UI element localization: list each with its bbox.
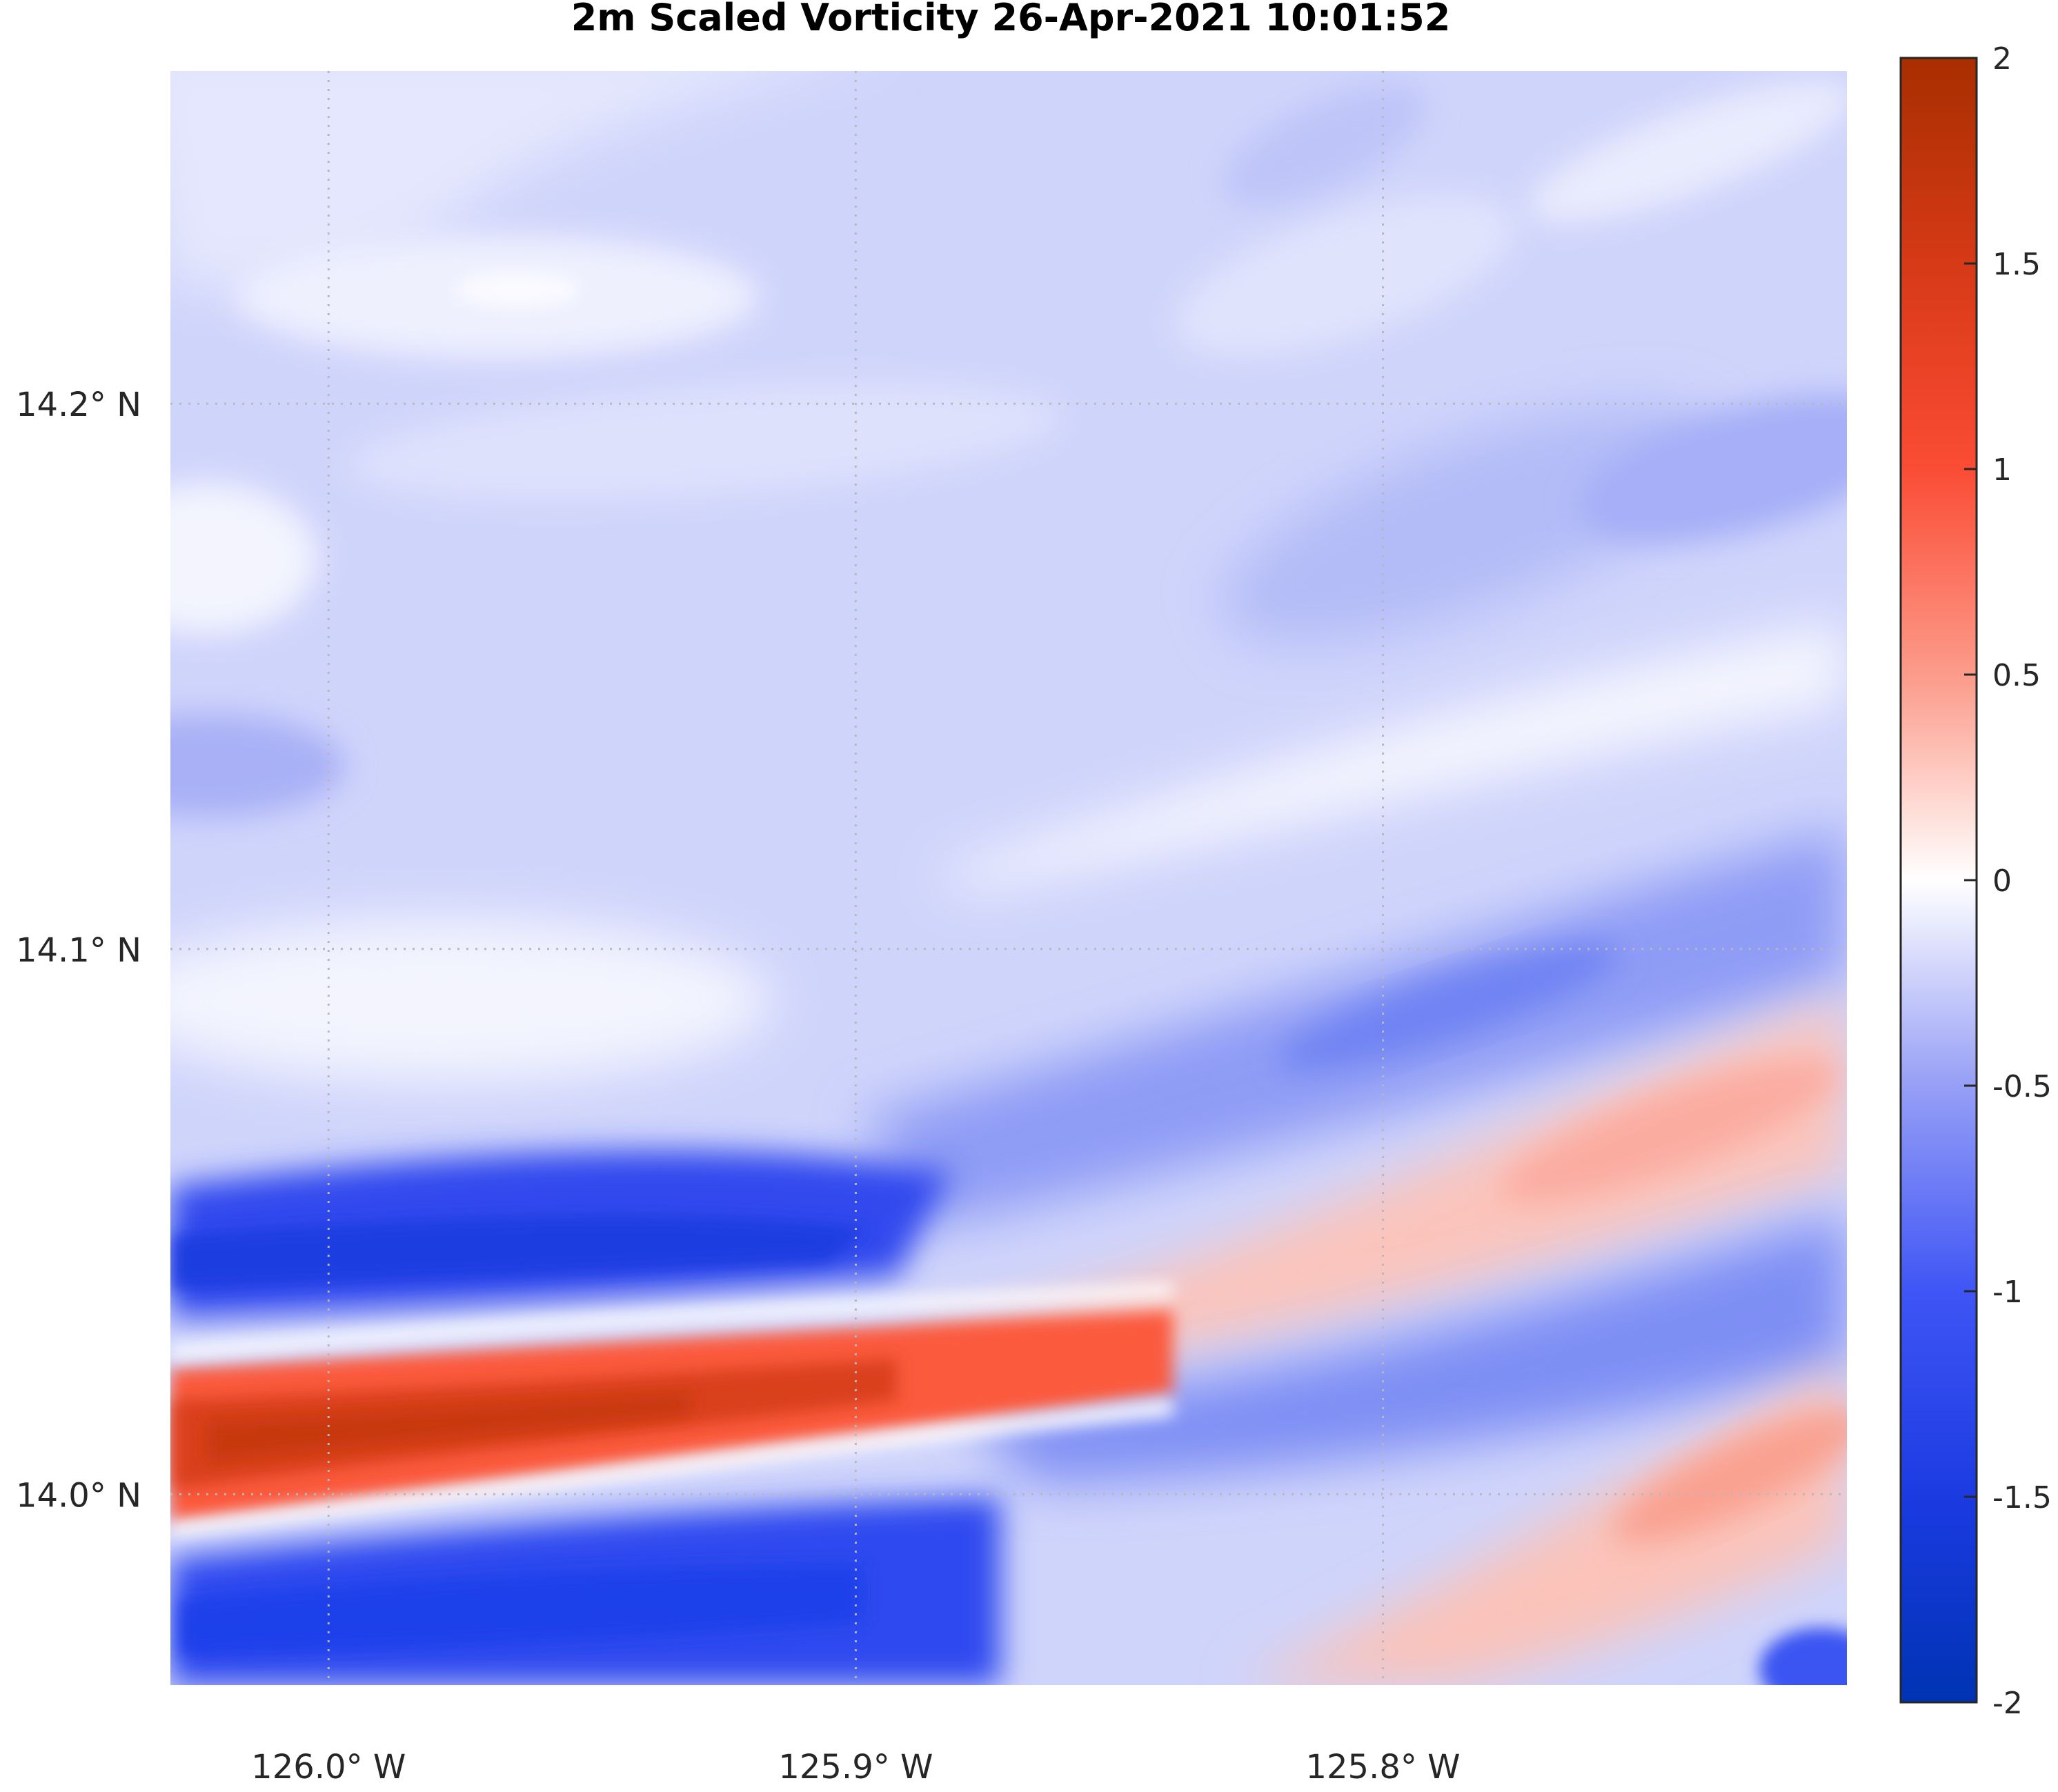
field-band-negative-south-core bbox=[179, 1566, 862, 1655]
field-region-pale-oval-2 bbox=[346, 381, 1062, 502]
colorbar-tick-label: -0.5 bbox=[1992, 1069, 2052, 1104]
field-region-pale-northcentral bbox=[1174, 195, 1517, 357]
field-region-blue-1 bbox=[1223, 85, 1427, 205]
y-tick-label: 14.0° N bbox=[16, 1476, 141, 1515]
colorbar-tick-label: 0 bbox=[1992, 864, 2012, 899]
colorbar-tick-label: 2 bbox=[1992, 41, 2012, 77]
field-region-white-oval-1 bbox=[455, 272, 580, 307]
colorbar-ticks: 2 1.5 1 0.5 0 -0.5 -1 -1.5 -2 bbox=[1964, 41, 2052, 1721]
field-band-positive-east bbox=[897, 1000, 1847, 1380]
colorbar-tick-label: -1 bbox=[1992, 1275, 2023, 1310]
field-band-positive-southeast bbox=[1242, 1366, 1847, 1685]
field-band-negative-north-core bbox=[172, 1215, 869, 1290]
field-region-blue-southeast-corner bbox=[1759, 1628, 1847, 1685]
colorbar-tick-label: 0.5 bbox=[1992, 658, 2041, 693]
field-band-blue-southeast bbox=[966, 1214, 1847, 1483]
colorbar-tick-label: -2 bbox=[1992, 1686, 2023, 1721]
chart-title: 2m Scaled Vorticity 26-Apr-2021 10:01:52 bbox=[571, 0, 1451, 39]
x-tick-label: 126.0° W bbox=[251, 1748, 406, 1786]
field-region-positive-east-core bbox=[1500, 1060, 1839, 1202]
field-region-positive-southeast-core bbox=[1612, 1410, 1847, 1542]
field-region-blue-3 bbox=[1578, 394, 1847, 544]
colorbar-tick-label: -1.5 bbox=[1992, 1480, 2052, 1515]
field-region-pale-northeast bbox=[1527, 81, 1847, 223]
colorbar-gradient bbox=[1899, 57, 1978, 1704]
field-region-north-pale bbox=[170, 71, 798, 290]
field-zero-line-south bbox=[170, 1400, 1174, 1539]
field-zero-line-north bbox=[170, 1284, 1174, 1358]
colorbar-tick-label: 1 bbox=[1992, 452, 2012, 488]
gridlines bbox=[170, 71, 1847, 1685]
field-region-blue-west bbox=[170, 714, 345, 817]
field-region-blue-2 bbox=[1221, 405, 1718, 644]
y-axis-ticks: 14.2° N 14.1° N 14.0° N bbox=[16, 386, 141, 1515]
colorbar: 2 1.5 1 0.5 0 -0.5 -1 -1.5 -2 bbox=[1899, 41, 2052, 1721]
colorbar-tick-label: 1.5 bbox=[1992, 247, 2041, 282]
x-tick-label: 125.8° W bbox=[1305, 1748, 1460, 1786]
y-tick-label: 14.1° N bbox=[16, 931, 141, 970]
field-region-pale-southwest bbox=[170, 917, 773, 1083]
x-axis-ticks: 126.0° W 125.9° W 125.8° W bbox=[251, 1748, 1460, 1786]
field-region-pale-west bbox=[170, 483, 317, 635]
plot-area bbox=[170, 71, 1847, 1685]
field-region-blue-4 bbox=[1278, 944, 1620, 1071]
x-tick-label: 125.9° W bbox=[778, 1748, 933, 1786]
y-tick-label: 14.2° N bbox=[16, 386, 141, 424]
field-band-light-middle bbox=[931, 621, 1847, 890]
